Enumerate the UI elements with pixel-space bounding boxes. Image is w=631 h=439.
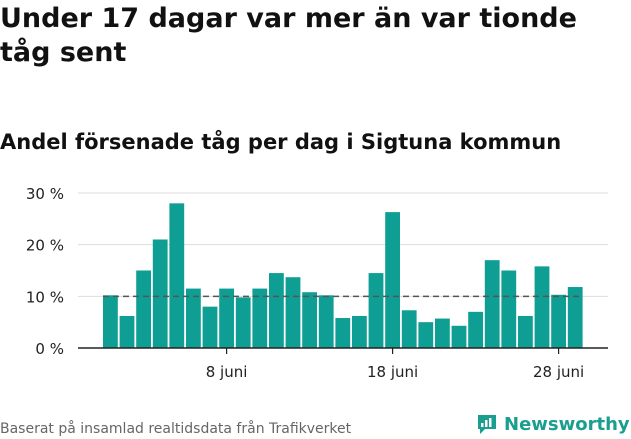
bar-chart: 0 % 10 % 20 % 30 % 8 juni 18 juni 28 juni [26,185,608,381]
bar [235,297,251,348]
brand-logo-group: Newsworthy [476,409,630,439]
bar [103,295,118,348]
bar [169,203,185,348]
brand-name: Newsworthy [504,413,630,435]
bar [186,288,201,348]
bar [136,270,151,348]
y-tick-label: 0 % [35,340,64,358]
bar [119,315,135,348]
bar [567,287,583,348]
bar [335,318,351,348]
bar [551,294,566,348]
bar [518,315,533,348]
newsworthy-logo-icon [478,415,496,434]
bar [501,270,517,348]
chart-title: Under 17 dagar var mer än var tionde tåg… [0,3,577,68]
bar [534,266,550,348]
bar [368,273,384,348]
bar [468,311,483,348]
x-tick-label: 28 juni [533,363,584,381]
bar [418,322,434,348]
axes: 0 % 10 % 20 % 30 % 8 juni 18 juni 28 juni [26,185,608,381]
y-tick-label: 30 % [26,185,64,203]
x-tick-label: 8 juni [206,363,248,381]
bar [269,273,284,348]
bar [385,212,400,348]
bar [219,288,234,348]
bar [451,325,467,348]
bar [352,315,367,348]
y-tick-label: 20 % [26,237,64,255]
bar [484,260,500,348]
bar [401,310,417,348]
y-tick-label: 10 % [26,288,64,306]
bar [202,306,218,348]
bar [302,292,317,348]
x-tick-label: 18 juni [367,363,418,381]
bar [435,318,450,348]
bar [252,288,268,348]
bar [285,277,301,348]
bars [103,203,583,348]
bar [152,239,168,348]
bar [318,295,334,348]
chart-subtitle: Andel försenade tåg per dag i Sigtuna ko… [0,130,562,154]
source-note: Baserat på insamlad realtidsdata från Tr… [0,421,352,437]
